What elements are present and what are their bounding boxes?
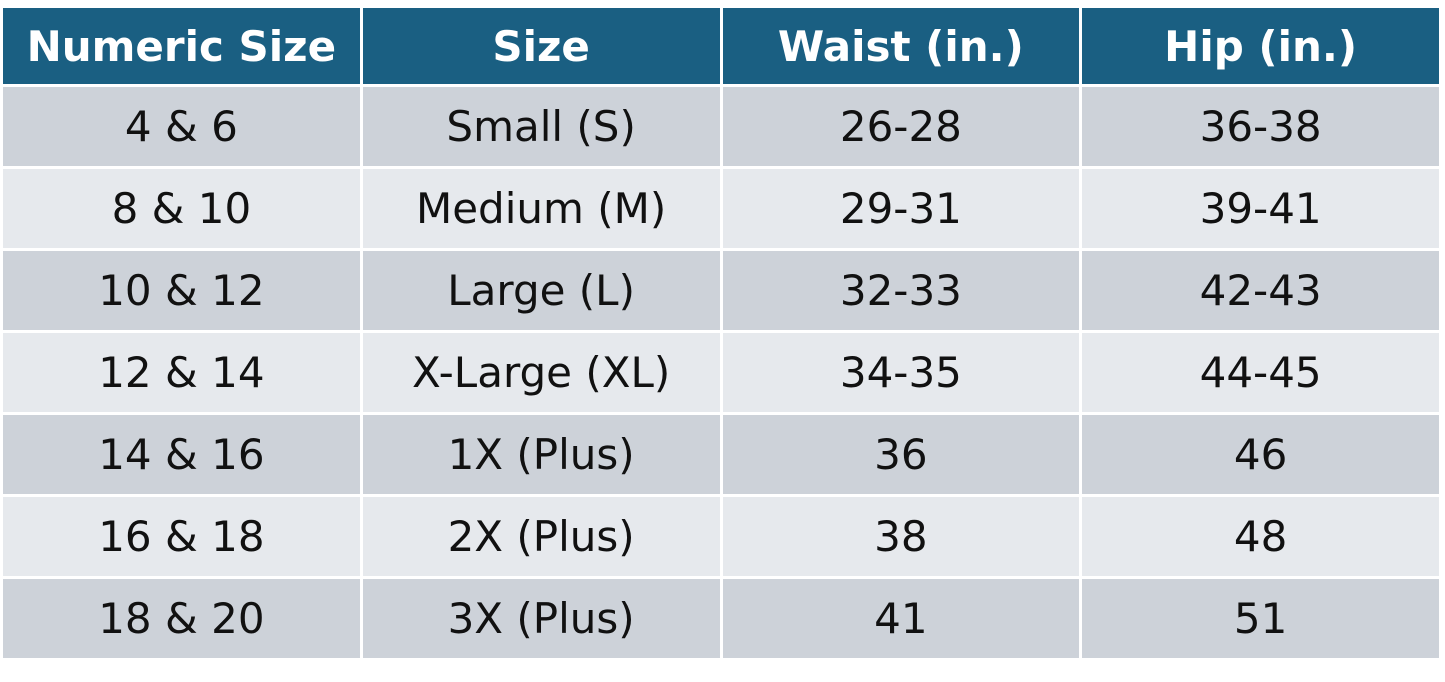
table-cell: 1X (Plus) xyxy=(362,415,720,494)
table-cell: 44-45 xyxy=(1082,333,1439,412)
table-cell: 36-38 xyxy=(1082,87,1439,166)
table-row: 10 & 12 Large (L) 32-33 42-43 xyxy=(3,251,1439,330)
header-row: Numeric Size Size Waist (in.) Hip (in.) xyxy=(3,8,1439,84)
table-body: 4 & 6 Small (S) 26-28 36-38 8 & 10 Medium (M)… xyxy=(3,87,1439,658)
table-cell: 16 & 18 xyxy=(3,497,360,576)
size-table: Numeric Size Size Waist (in.) Hip (in.) 4 &… xyxy=(0,5,1442,661)
table-cell: 48 xyxy=(1082,497,1439,576)
table-cell: 41 xyxy=(722,579,1080,658)
table-cell: 12 & 14 xyxy=(3,333,360,412)
table-row: 14 & 16 1X (Plus) 36 46 xyxy=(3,415,1439,494)
size-chart: Numeric Size Size Waist (in.) Hip (in.) 4 &… xyxy=(0,5,1442,661)
header-cell: Size xyxy=(362,8,720,84)
table-cell: 14 & 16 xyxy=(3,415,360,494)
table-cell: 32-33 xyxy=(722,251,1080,330)
table-row: 18 & 20 3X (Plus) 41 51 xyxy=(3,579,1439,658)
table-cell: 34-35 xyxy=(722,333,1080,412)
table-cell: 42-43 xyxy=(1082,251,1439,330)
table-cell: 29-31 xyxy=(722,169,1080,248)
table-cell: 8 & 10 xyxy=(3,169,360,248)
table-cell: 10 & 12 xyxy=(3,251,360,330)
table-cell: Medium (M) xyxy=(362,169,720,248)
header-cell: Numeric Size xyxy=(3,8,360,84)
table-cell: Small (S) xyxy=(362,87,720,166)
table-cell: 38 xyxy=(722,497,1080,576)
table-cell: 18 & 20 xyxy=(3,579,360,658)
table-cell: 51 xyxy=(1082,579,1439,658)
table-row: 8 & 10 Medium (M) 29-31 39-41 xyxy=(3,169,1439,248)
table-row: 4 & 6 Small (S) 26-28 36-38 xyxy=(3,87,1439,166)
table-cell: 26-28 xyxy=(722,87,1080,166)
header-cell: Hip (in.) xyxy=(1082,8,1439,84)
header-cell: Waist (in.) xyxy=(722,8,1080,84)
table-cell: 3X (Plus) xyxy=(362,579,720,658)
table-cell: X-Large (XL) xyxy=(362,333,720,412)
table-cell: 46 xyxy=(1082,415,1439,494)
table-row: 16 & 18 2X (Plus) 38 48 xyxy=(3,497,1439,576)
table-cell: 2X (Plus) xyxy=(362,497,720,576)
table-cell: Large (L) xyxy=(362,251,720,330)
table-row: 12 & 14 X-Large (XL) 34-35 44-45 xyxy=(3,333,1439,412)
table-cell: 4 & 6 xyxy=(3,87,360,166)
table-cell: 36 xyxy=(722,415,1080,494)
table-cell: 39-41 xyxy=(1082,169,1439,248)
